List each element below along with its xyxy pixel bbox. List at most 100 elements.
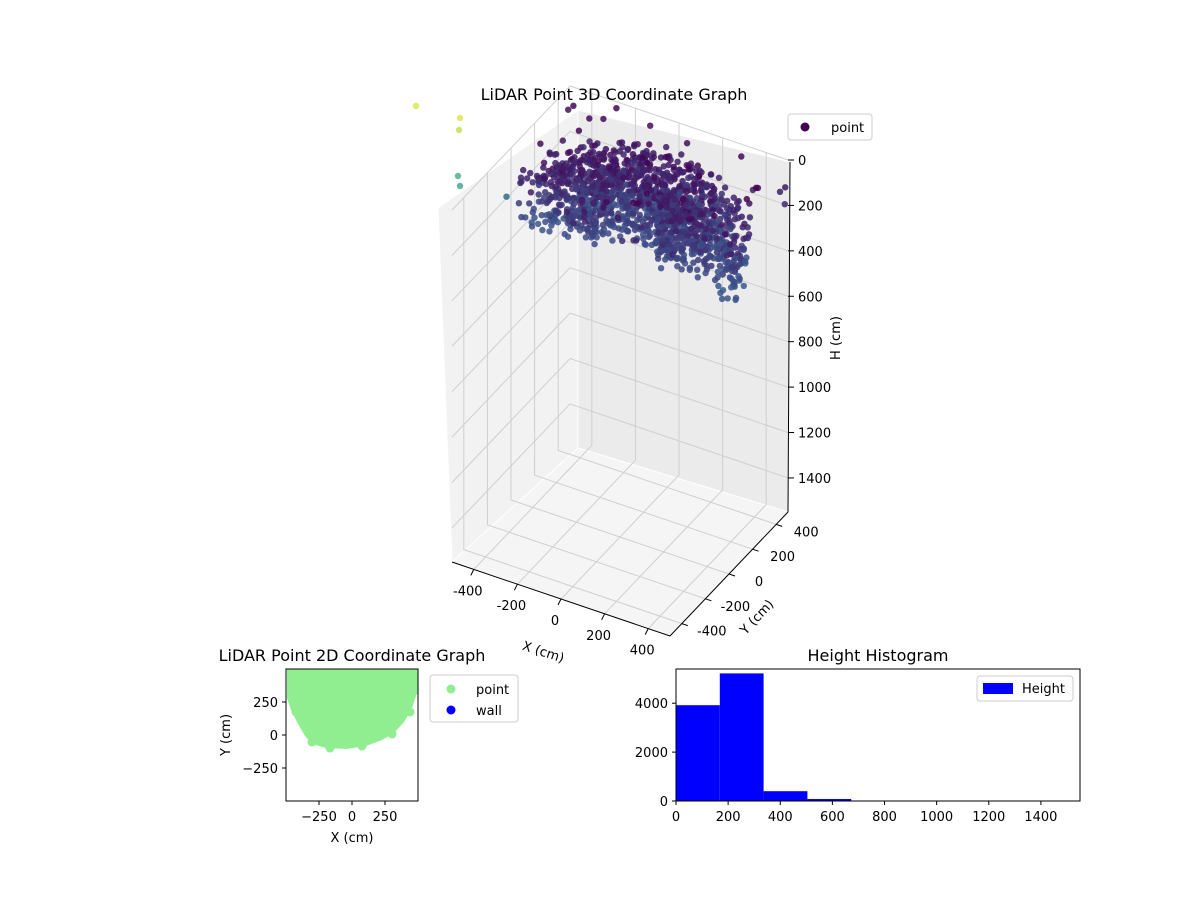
data-point-3d <box>667 156 674 164</box>
data-point-3d <box>581 213 588 221</box>
y-tick-mark-3d <box>728 573 736 577</box>
data-point-3d <box>542 189 549 196</box>
x-tick-label-hist: 1000 <box>920 810 953 825</box>
histogram-bars <box>676 673 1071 802</box>
x-tick-label-2d: −250 <box>301 810 337 825</box>
data-point-3d <box>660 163 667 170</box>
data-point-3d <box>704 182 711 190</box>
data-point-3d <box>683 188 691 195</box>
data-point-3d <box>640 178 647 186</box>
data-point-3d-outlier <box>456 182 464 190</box>
data-point-3d <box>534 220 542 228</box>
data-point-3d <box>574 147 581 155</box>
data-point-3d <box>689 242 696 249</box>
data-point-3d <box>570 159 578 166</box>
data-point-3d <box>697 222 704 229</box>
data-point-3d <box>529 179 536 186</box>
data-point-3d <box>676 183 683 190</box>
grid-line-y <box>486 172 706 600</box>
data-point-3d <box>609 217 616 225</box>
y-tick-label-3d: -200 <box>721 600 751 615</box>
data-point-3d <box>781 201 788 208</box>
y-tick-label-2d: 0 <box>270 729 278 744</box>
data-point-3d <box>631 159 639 167</box>
histogram-bar <box>676 705 720 801</box>
data-point-3d <box>591 240 598 248</box>
data-point-3d <box>603 199 610 206</box>
y-tick-label-hist: 0 <box>660 795 668 810</box>
y-tick-label-2d: 250 <box>253 696 278 711</box>
data-point-3d <box>678 246 685 253</box>
data-point-3d <box>644 226 651 233</box>
data-point-3d <box>629 191 636 198</box>
z-axis-label-3d: H (cm) <box>829 316 844 360</box>
data-point-3d <box>681 260 689 267</box>
data-point-3d <box>586 168 593 175</box>
data-point-3d <box>686 266 693 274</box>
data-point-3d <box>723 266 730 273</box>
data-point-3d <box>614 214 622 221</box>
data-point-3d <box>707 171 715 178</box>
data-point-3d <box>537 140 544 147</box>
data-point-3d <box>655 229 662 236</box>
data-point-3d <box>636 211 643 219</box>
data-point-3d <box>561 166 568 173</box>
data-point-3d <box>708 262 715 270</box>
data-point-3d <box>603 188 610 195</box>
data-point-3d <box>618 226 626 233</box>
x-tick-mark-3d <box>601 613 606 621</box>
data-point-3d <box>573 185 581 193</box>
data-point-3d <box>579 182 586 189</box>
data-point-3d <box>597 194 605 201</box>
data-point-3d <box>588 234 595 241</box>
data-point-3d <box>680 251 688 259</box>
data-point-3d <box>535 198 543 205</box>
grid-line-y <box>534 123 753 550</box>
data-point-3d <box>647 122 654 129</box>
data-point-3d <box>657 203 664 210</box>
z-tick-label-3d: 0 <box>798 154 806 169</box>
data-point-3d <box>528 223 536 230</box>
data-point-3d <box>697 248 704 255</box>
data-point-3d <box>555 201 563 208</box>
data-point-3d <box>538 212 545 219</box>
data-point-3d <box>569 220 577 227</box>
data-point-3d <box>591 142 599 149</box>
data-point-3d <box>630 210 637 217</box>
data-point-3d <box>736 275 743 282</box>
data-point-3d-outlier <box>454 172 462 180</box>
z-tick-label-3d: 200 <box>798 199 823 214</box>
data-point-3d <box>743 195 750 203</box>
data-point-3d <box>620 151 627 158</box>
legend-2d-marker-point <box>446 684 456 694</box>
data-point-2d <box>295 685 305 695</box>
y-tick-mark-3d <box>681 623 688 627</box>
data-point-3d <box>674 158 681 165</box>
data-point-3d <box>548 222 555 229</box>
data-point-3d <box>586 138 593 145</box>
data-point-3d <box>648 241 655 249</box>
data-point-3d <box>724 295 731 302</box>
data-point-3d <box>733 199 741 206</box>
z-tick-label-3d: 1000 <box>798 381 831 396</box>
data-point-3d <box>561 188 568 195</box>
data-point-2d <box>307 737 317 747</box>
data-point-3d <box>551 151 558 158</box>
legend-2d-label-point: point <box>476 683 509 698</box>
data-point-3d-outlier <box>412 102 420 110</box>
data-point-3d <box>553 189 560 196</box>
data-point-3d <box>685 238 692 246</box>
data-point-3d <box>542 180 550 188</box>
data-point-3d <box>581 218 589 225</box>
data-point-3d <box>669 251 676 258</box>
data-point-3d <box>558 176 565 184</box>
data-point-3d <box>623 227 630 234</box>
data-point-3d <box>742 260 749 267</box>
data-point-3d <box>576 227 584 234</box>
data-point-3d <box>699 242 706 249</box>
data-point-3d <box>527 169 534 177</box>
data-point-3d <box>646 167 653 174</box>
data-point-3d <box>540 159 548 166</box>
data-point-3d <box>585 228 592 236</box>
data-point-3d <box>607 209 615 216</box>
